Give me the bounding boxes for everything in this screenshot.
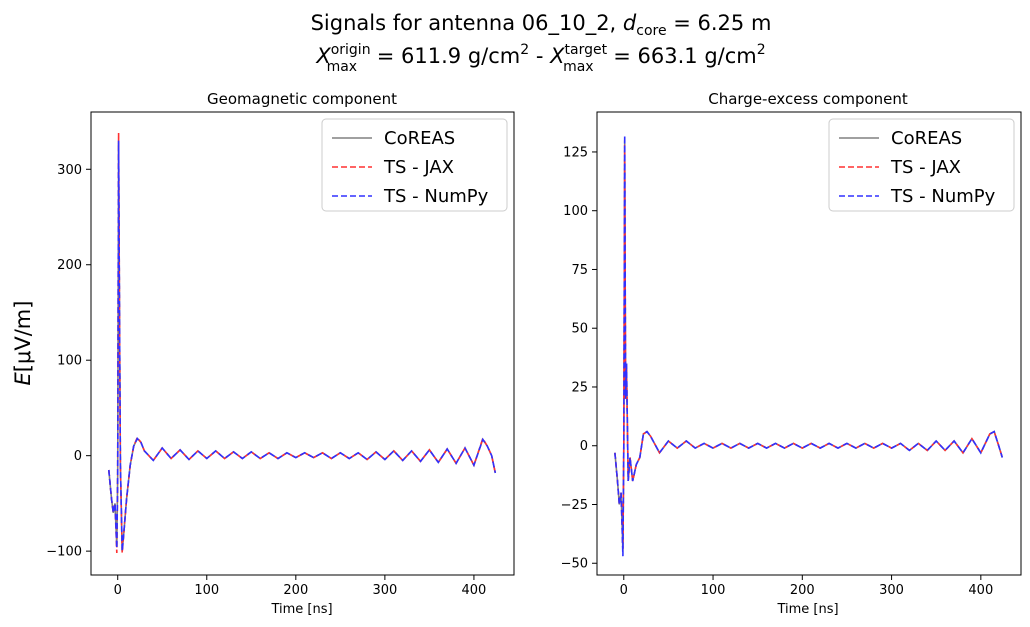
y-tick-label: 25 bbox=[571, 380, 588, 395]
plot-lines bbox=[108, 132, 497, 554]
figure-title-line2: Xorigin max = 611.9 g/cm2 - Xtarget max = … bbox=[315, 42, 765, 75]
panel-title: Charge-excess component bbox=[708, 90, 908, 108]
x-tick-label: 200 bbox=[790, 583, 815, 598]
x-axis-label: Time [ns] bbox=[776, 602, 838, 617]
y-tick-label: 50 bbox=[571, 322, 588, 337]
xmax-target-symbol: X bbox=[549, 44, 565, 68]
title-separator: - bbox=[529, 44, 550, 68]
x-tick-label: 200 bbox=[283, 583, 308, 598]
title-d-symbol: d bbox=[623, 11, 637, 35]
series-line-3 bbox=[108, 140, 497, 552]
y-tick-label: 100 bbox=[563, 204, 588, 219]
panel-title: Geomagnetic component bbox=[207, 90, 397, 108]
xmax-target-unit-exp: 2 bbox=[757, 42, 766, 58]
legend-box bbox=[828, 118, 1015, 212]
xmax-origin-value: = 611.9 g/cm bbox=[370, 44, 520, 68]
series-line-2 bbox=[614, 144, 1004, 550]
axis-ticks: 0 100 200 300 400 −50 −25 0 25 50 75 100 125 bbox=[561, 145, 994, 598]
xmax-target-value: = 663.1 g/cm bbox=[607, 44, 757, 68]
title-d-subscript: core bbox=[636, 23, 666, 39]
y-tick-label: 200 bbox=[57, 258, 82, 273]
charge-excess-panel: Charge-excess component 0 100 200 300 400 −50… bbox=[561, 90, 1022, 617]
plot-frame bbox=[90, 111, 515, 576]
y-tick-label: −25 bbox=[561, 498, 588, 513]
legend-label: TS - JAX bbox=[890, 157, 961, 178]
legend-box bbox=[321, 118, 508, 212]
xmax-target-superscript: target bbox=[565, 42, 608, 58]
y-tick-label: 100 bbox=[57, 354, 82, 369]
plot-frame bbox=[596, 111, 1022, 576]
legend-label: TS - JAX bbox=[383, 157, 454, 178]
y-axis-label-symbol: E bbox=[11, 371, 35, 385]
x-tick-label: 400 bbox=[462, 583, 487, 598]
xmax-origin-unit-exp: 2 bbox=[520, 42, 529, 58]
xmax-origin-superscript: origin bbox=[331, 42, 371, 58]
y-tick-label: −100 bbox=[46, 545, 82, 560]
y-tick-label: 0 bbox=[74, 449, 82, 464]
x-tick-label: 300 bbox=[879, 583, 904, 598]
y-tick-label: 75 bbox=[571, 263, 588, 278]
title-prefix: Signals for antenna 06_10_2, bbox=[311, 11, 623, 36]
x-tick-label: 400 bbox=[968, 583, 993, 598]
plot-lines bbox=[614, 135, 1004, 557]
x-axis-label: Time [ns] bbox=[270, 602, 332, 617]
legend-label: TS - NumPy bbox=[890, 186, 996, 207]
y-tick-label: 300 bbox=[57, 163, 82, 178]
y-axis-label-unit: [μV/m] bbox=[11, 301, 35, 373]
y-tick-label: 125 bbox=[563, 145, 588, 160]
legend-label: CoREAS bbox=[891, 128, 962, 149]
y-axis-label: E[μV/m] bbox=[11, 301, 35, 386]
xmax-target-subscript: max bbox=[563, 59, 594, 75]
geomagnetic-panel: Geomagnetic component 0 100 200 300 400−1000… bbox=[46, 90, 515, 617]
x-tick-label: 0 bbox=[114, 583, 122, 598]
xmax-origin-symbol: X bbox=[315, 44, 331, 68]
title-suffix: = 6.25 m bbox=[667, 11, 772, 35]
xmax-origin-subscript: max bbox=[327, 59, 358, 75]
axis-ticks: 0 100 200 300 400 −100 0 100 200 300 bbox=[46, 163, 486, 598]
legend-label: CoREAS bbox=[384, 128, 455, 149]
y-tick-label: −50 bbox=[561, 557, 588, 572]
legend-label: TS - NumPy bbox=[383, 186, 489, 207]
legend: CoREAS TS - JAX TS - NumPy bbox=[828, 118, 1015, 212]
y-tick-label: 0 bbox=[580, 439, 588, 454]
legend: CoREAS TS - JAX TS - NumPy bbox=[321, 118, 508, 212]
figure-title-line1: Signals for antenna 06_10_2, dcore = 6.2… bbox=[311, 11, 772, 39]
x-tick-label: 300 bbox=[372, 583, 397, 598]
x-tick-label: 0 bbox=[620, 583, 628, 598]
series-line-3 bbox=[614, 135, 1004, 557]
x-tick-label: 100 bbox=[701, 583, 726, 598]
x-tick-label: 100 bbox=[194, 583, 219, 598]
